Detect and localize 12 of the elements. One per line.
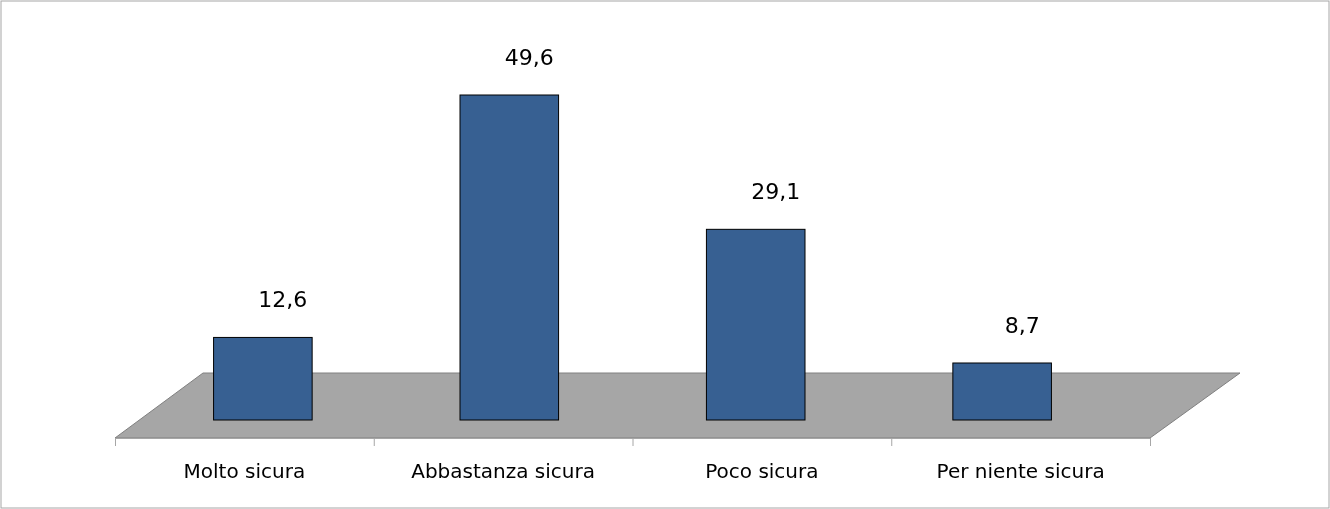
x-tick-label: Per niente sicura <box>936 459 1105 483</box>
data-label: 8,7 <box>1004 312 1040 338</box>
data-label: 12,6 <box>258 287 308 313</box>
bar <box>459 94 560 421</box>
bar <box>952 362 1052 421</box>
data-label: 29,1 <box>751 179 801 205</box>
bar <box>705 228 806 421</box>
data-label: 49,6 <box>504 45 554 70</box>
bar <box>213 336 313 421</box>
x-tick-label: Abbastanza sicura <box>411 459 596 483</box>
x-tick-label: Poco sicura <box>705 459 819 483</box>
x-tick-label: Molto sicura <box>183 459 306 483</box>
